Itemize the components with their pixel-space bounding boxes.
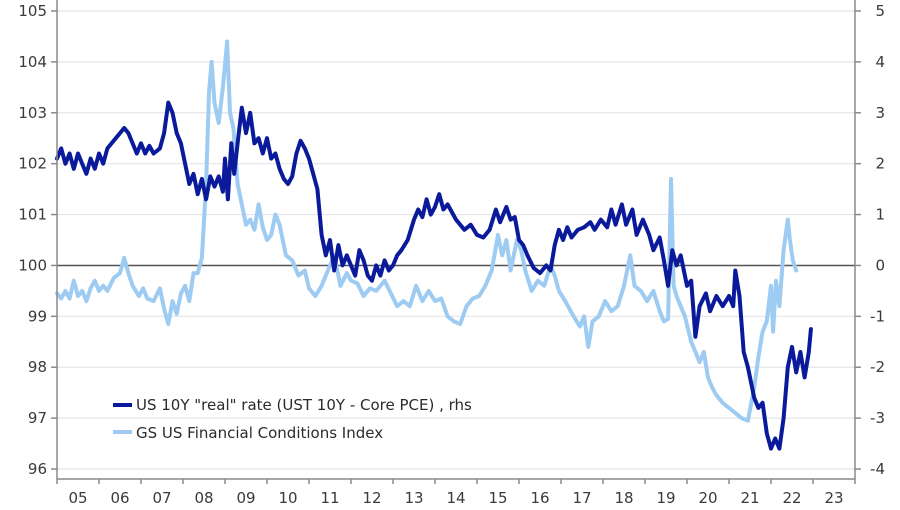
left-tick-label: 101 <box>18 206 47 224</box>
x-tick-label: 20 <box>698 489 717 507</box>
left-tick-label: 97 <box>28 409 47 427</box>
x-axis-ticks: 05 06 07 08 09 10 11 12 13 14 15 16 17 18 19 20 21 22 23 <box>56 479 856 507</box>
right-tick-label: 0 <box>875 256 885 274</box>
right-tick-label: -2 <box>870 358 885 376</box>
left-tick-label: 103 <box>18 104 47 122</box>
legend: US 10Y "real" rate (UST 10Y - Core PCE) … <box>113 396 472 442</box>
left-tick-label: 104 <box>18 53 47 71</box>
x-tick-label: 21 <box>740 489 759 507</box>
right-axis-ticks: -4 -3 -2 -1 0 1 2 3 4 5 <box>855 2 885 478</box>
left-tick-label: 100 <box>18 256 47 274</box>
left-axis-ticks: 96 97 98 99 100 101 102 103 104 105 <box>18 2 57 478</box>
right-tick-label: -1 <box>870 307 885 325</box>
x-tick-label: 13 <box>404 489 423 507</box>
right-tick-label: 5 <box>875 2 885 20</box>
left-tick-label: 102 <box>18 155 47 173</box>
series-line <box>55 100 813 451</box>
x-tick-label: 08 <box>194 489 213 507</box>
right-tick-label: 2 <box>875 155 885 173</box>
x-tick-label: 16 <box>530 489 549 507</box>
x-tick-label: 17 <box>572 489 591 507</box>
right-tick-label: 3 <box>875 104 885 122</box>
left-tick-label: 98 <box>28 358 47 376</box>
left-tick-label: 99 <box>28 307 47 325</box>
x-tick-label: 19 <box>656 489 675 507</box>
x-tick-label: 10 <box>278 489 297 507</box>
right-tick-label: -4 <box>870 460 885 478</box>
x-tick-label: 22 <box>782 489 801 507</box>
x-tick-label: 15 <box>488 489 507 507</box>
axes <box>56 0 856 480</box>
legend-label-fci: GS US Financial Conditions Index <box>136 424 383 442</box>
series-line <box>55 39 799 423</box>
x-tick-label: 14 <box>446 489 465 507</box>
legend-label-real-rate: US 10Y "real" rate (UST 10Y - Core PCE) … <box>136 396 472 414</box>
left-tick-label: 105 <box>18 2 47 20</box>
series-fci <box>55 39 799 423</box>
x-tick-label: 18 <box>614 489 633 507</box>
x-tick-label: 23 <box>824 489 843 507</box>
x-tick-label: 05 <box>68 489 87 507</box>
right-tick-label: 4 <box>875 53 885 71</box>
x-tick-label: 06 <box>110 489 129 507</box>
x-tick-label: 11 <box>320 489 339 507</box>
legend-item-real-rate: US 10Y "real" rate (UST 10Y - Core PCE) … <box>113 396 472 414</box>
x-tick-label: 12 <box>362 489 381 507</box>
left-tick-label: 96 <box>28 460 47 478</box>
right-tick-label: 1 <box>875 206 885 224</box>
x-tick-label: 09 <box>236 489 255 507</box>
legend-item-fci: GS US Financial Conditions Index <box>113 424 383 442</box>
series-real-rate <box>55 100 813 451</box>
x-tick-label: 07 <box>152 489 171 507</box>
right-tick-label: -3 <box>870 409 885 427</box>
